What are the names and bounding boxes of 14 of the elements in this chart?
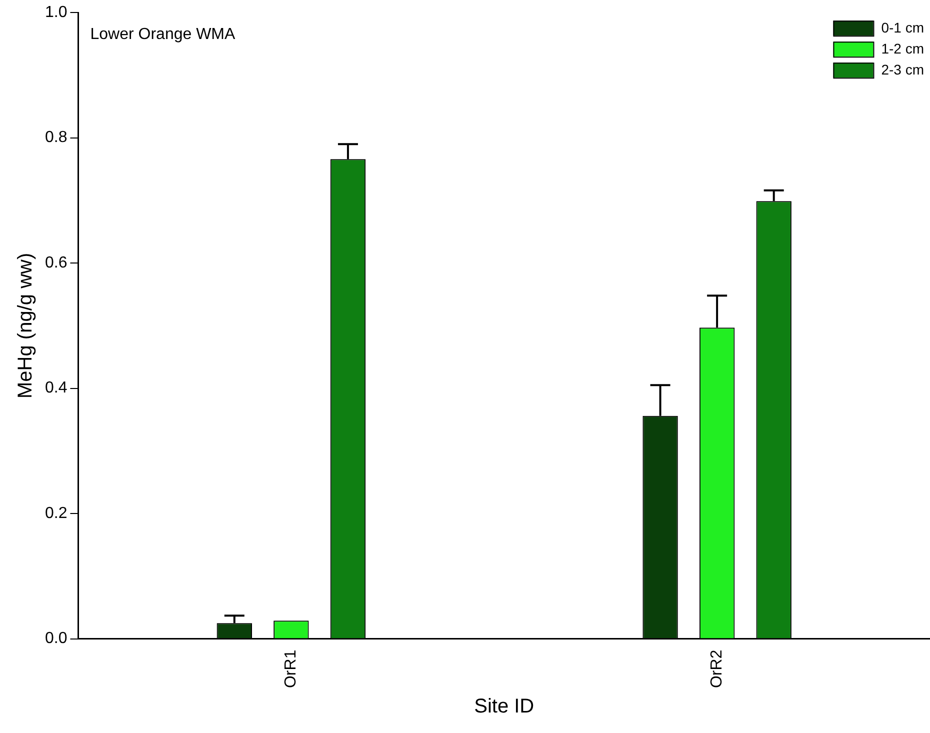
y-tick-label: 0.2 [44, 504, 68, 522]
y-tick-label: 0.6 [44, 254, 68, 272]
y-tick-label: 0.4 [44, 380, 68, 397]
legend-label: 0-1 cm [881, 19, 924, 36]
x-tick-label: OrR2 [708, 650, 726, 688]
x-axis-title: Site ID [474, 696, 534, 718]
legend-label: 2-3 cm [881, 61, 924, 78]
x-tick-label: OrR1 [282, 650, 300, 688]
y-tick-label: 0.8 [44, 129, 68, 146]
legend-label: 1-2 cm [881, 40, 924, 56]
annotation: Lower Orange WMA [90, 26, 236, 44]
y-tick-label: 0.0 [44, 630, 68, 648]
y-axis-title: MeHg (ng/g ww) [14, 252, 37, 398]
y-tick-label: 1.0 [44, 4, 68, 22]
